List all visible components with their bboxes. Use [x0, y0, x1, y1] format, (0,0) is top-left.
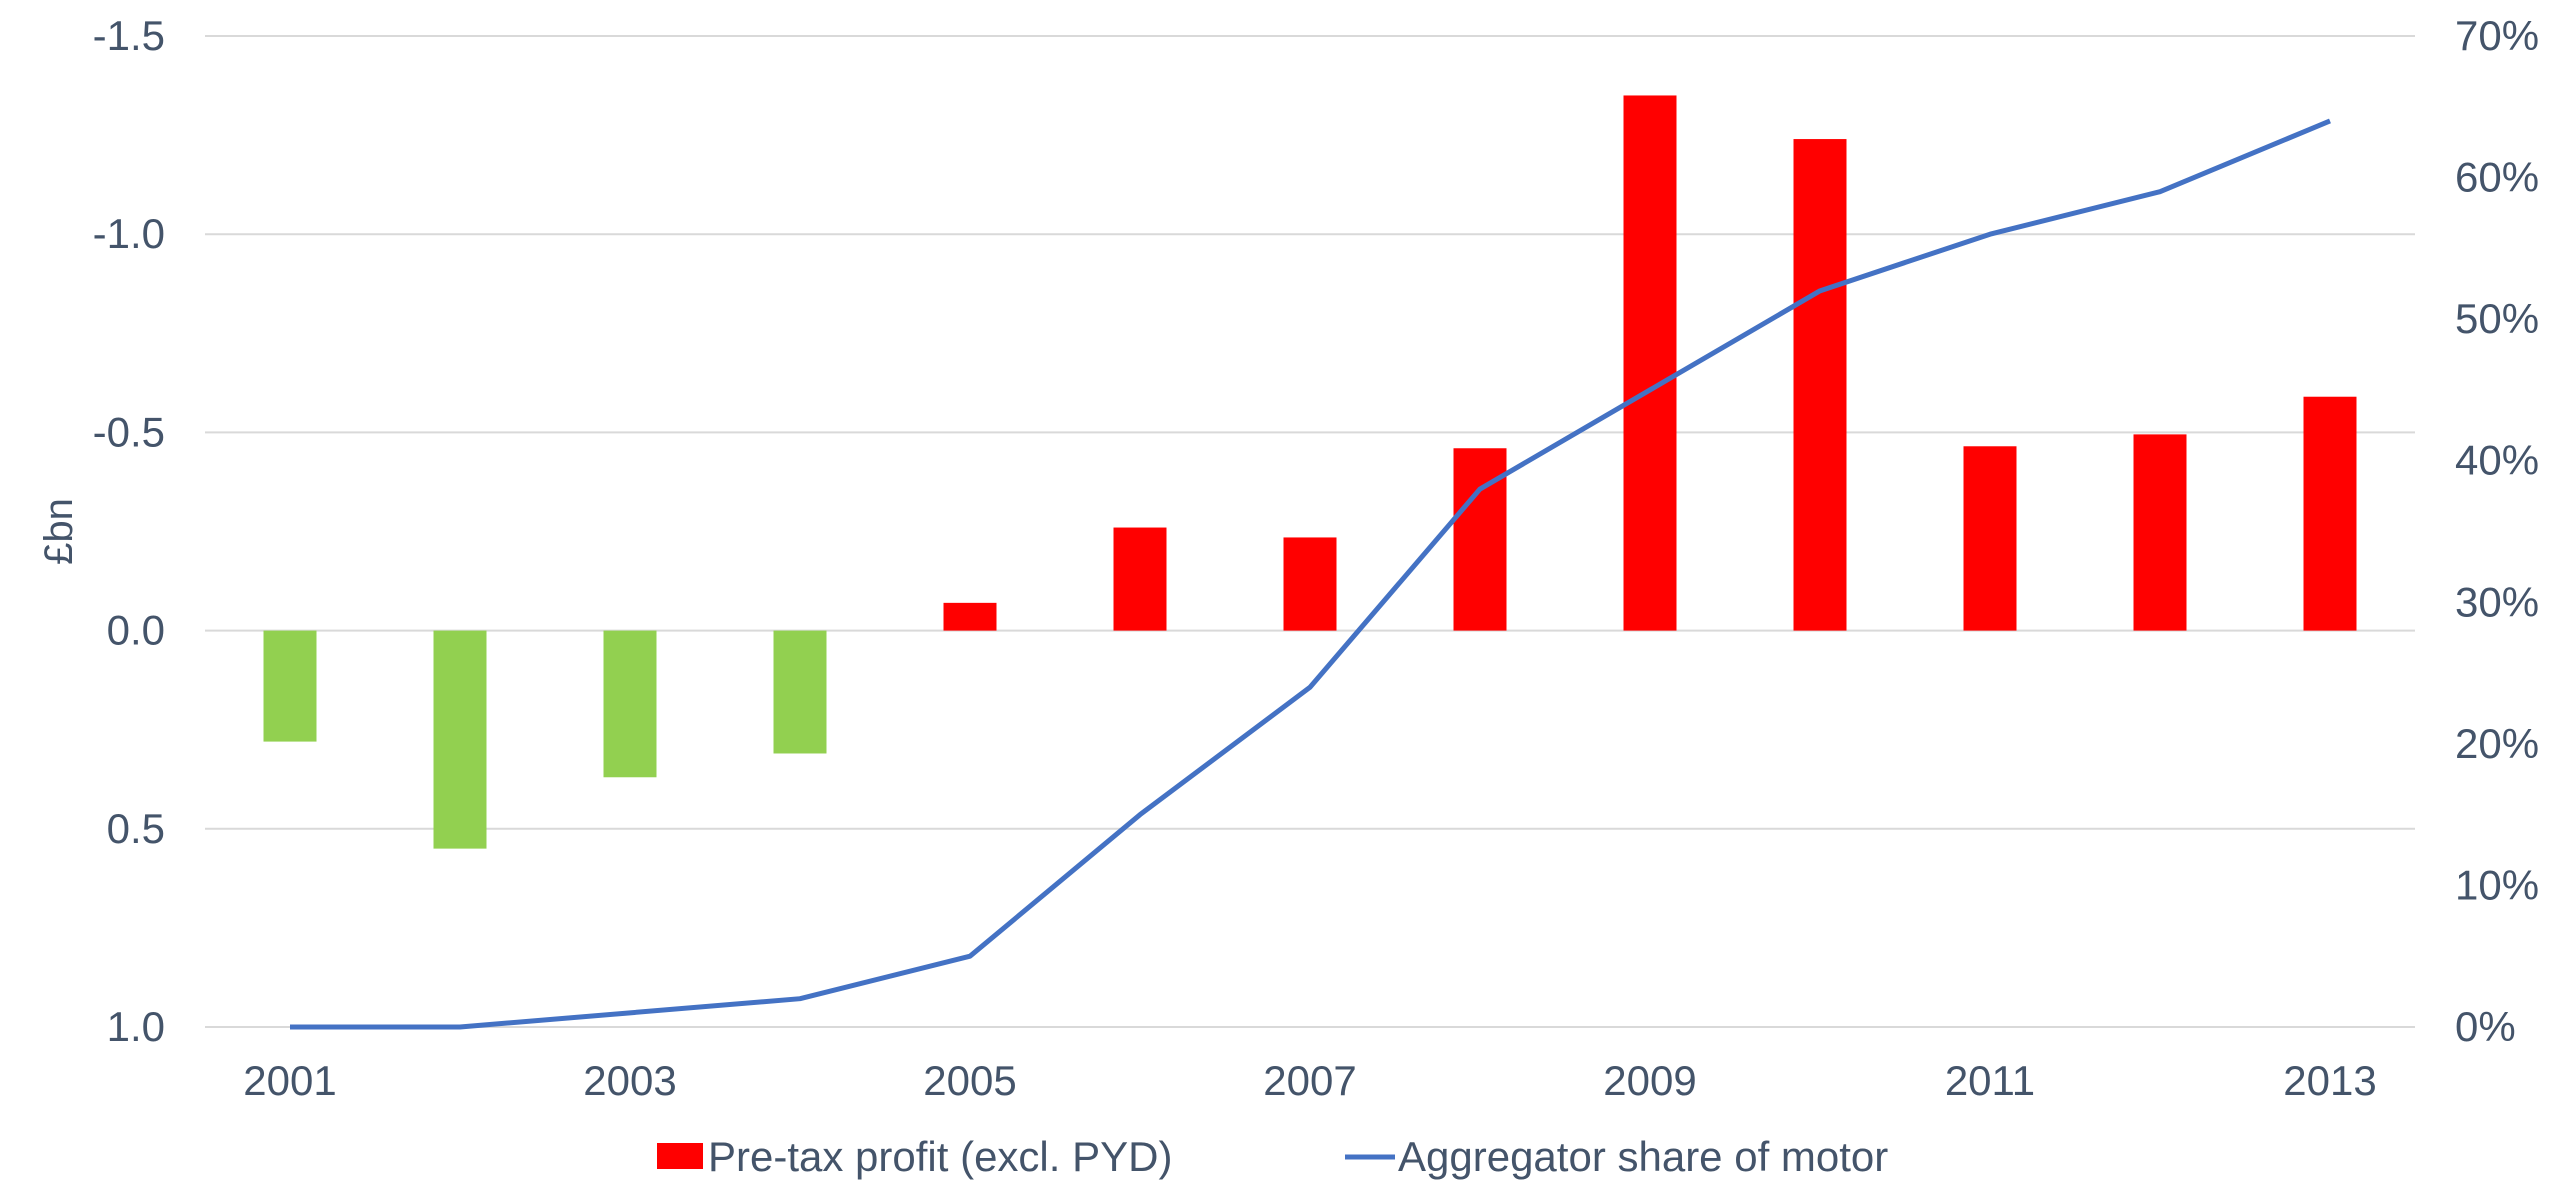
right-tick-label: 20%: [2455, 720, 2539, 767]
right-tick-label: 70%: [2455, 12, 2539, 59]
bar-profit-2006: [1113, 527, 1167, 631]
right-tick-label: 50%: [2455, 295, 2539, 342]
x-tick-label: 2007: [1263, 1057, 1356, 1104]
right-tick-label: 0%: [2455, 1003, 2516, 1050]
x-tick-label: 2003: [583, 1057, 676, 1104]
x-tick-label: 2013: [2283, 1057, 2376, 1104]
bar-profit-2004: [773, 630, 827, 754]
legend: Pre-tax profit (excl. PYD) Aggregator sh…: [657, 1133, 1888, 1180]
bar-profit-2012: [2133, 434, 2187, 631]
x-tick-label: 2005: [923, 1057, 1016, 1104]
left-tick-label: 0.5: [107, 805, 165, 852]
y-axis-title: £bn: [37, 498, 81, 565]
bar-profit-2002: [433, 630, 487, 849]
legend-label-aggregator: Aggregator share of motor: [1398, 1133, 1888, 1180]
line-series: [290, 118, 2331, 1030]
left-tick-label: 1.0: [107, 1003, 165, 1050]
bar-profit-2010: [1793, 139, 1847, 631]
x-tick-label: 2009: [1603, 1057, 1696, 1104]
bar-profit-2011: [1963, 446, 2017, 631]
legend-label-profit: Pre-tax profit (excl. PYD): [708, 1133, 1172, 1180]
bar-profit-2007: [1283, 537, 1337, 631]
left-tick-label: -0.5: [93, 408, 165, 455]
right-tick-label: 40%: [2455, 437, 2539, 484]
left-axis-ticks: -1.5 -1.0 -0.5 0.0 0.5 1.0: [93, 12, 165, 1050]
x-tick-label: 2001: [243, 1057, 336, 1104]
right-axis-ticks: 70% 60% 50% 40% 30% 20% 10% 0%: [2455, 12, 2539, 1050]
right-tick-label: 30%: [2455, 578, 2539, 625]
legend-swatch-profit: [657, 1143, 703, 1169]
bar-profit-2005: [943, 602, 997, 631]
left-tick-label: 0.0: [107, 607, 165, 654]
x-tick-label: 2011: [1945, 1057, 2035, 1104]
bar-profit-2001: [263, 630, 317, 742]
x-axis-ticks: 2001 2003 2005 2007 2009 2011 2013: [243, 1057, 2376, 1104]
bar-profit-2003: [603, 630, 657, 778]
bar-profit-2013: [2303, 396, 2357, 631]
right-tick-label: 60%: [2455, 154, 2539, 201]
bar-profit-2009: [1623, 95, 1677, 631]
right-tick-label: 10%: [2455, 861, 2539, 908]
gridlines: [205, 35, 2415, 1028]
line-aggregator-share: [290, 118, 2331, 1030]
left-tick-label: -1.5: [93, 12, 165, 59]
left-tick-label: -1.0: [93, 210, 165, 257]
bars: [263, 95, 2357, 849]
